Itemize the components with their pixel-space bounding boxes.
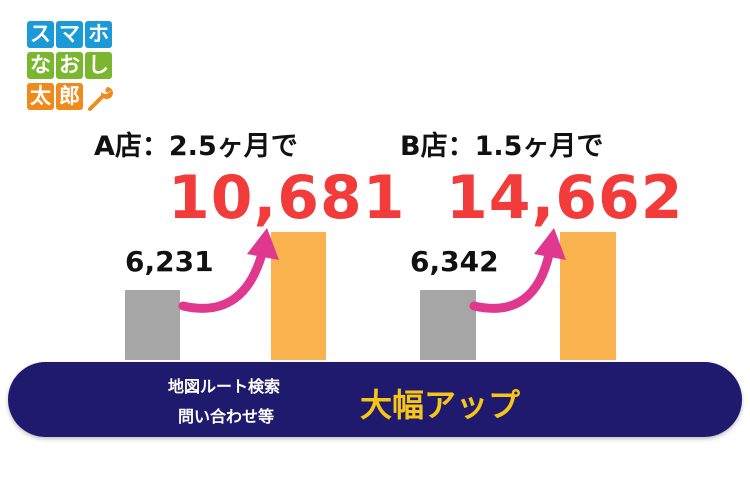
store-a-after-bar — [271, 232, 326, 360]
store-b-after-label: 14,662 — [446, 163, 684, 233]
banner-line-2: 問い合わせ等 — [178, 407, 275, 426]
store-a-arrow-icon — [178, 228, 279, 313]
banner-line-1: 地図ルート検索 — [168, 377, 281, 396]
banner-highlight: 大幅アップ — [360, 386, 521, 424]
store-a-after-label: 10,681 — [168, 163, 406, 233]
summary-banner: 地図ルート検索 問い合わせ等 大幅アップ — [8, 362, 742, 437]
wrench-icon — [88, 87, 113, 111]
store-a-before-bar — [125, 290, 180, 360]
store-a-before-label: 6,231 — [125, 245, 214, 278]
logo-tile: 郎 — [56, 83, 83, 110]
logo-tile: ス — [27, 21, 54, 48]
store-b-before-bar — [420, 290, 476, 360]
store-b-after-bar — [560, 232, 616, 360]
store-b-title: B店：1.5ヶ月で — [400, 131, 604, 162]
store-b-arrow-icon — [469, 228, 566, 313]
logo-tile: 太 — [27, 83, 54, 110]
logo-tile: ホ — [85, 21, 112, 48]
logo-tile: な — [27, 52, 54, 79]
store-b-before-label: 6,342 — [410, 245, 499, 278]
logo-tile: し — [85, 52, 112, 79]
logo-tile: お — [56, 52, 83, 79]
logo-tile: マ — [56, 21, 83, 48]
store-a-title: A店：2.5ヶ月で — [94, 131, 298, 162]
